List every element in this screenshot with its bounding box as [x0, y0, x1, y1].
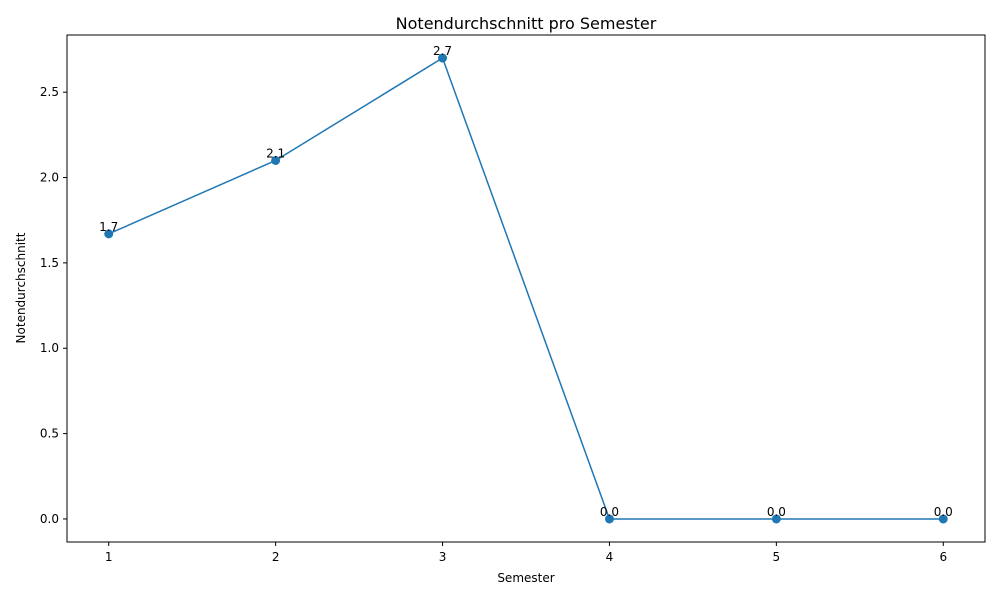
data-point: [104, 229, 114, 239]
y-axis: 0.0 0.5 1.0 1.5 2.0 2.5: [40, 85, 67, 526]
chart-title: Notendurchschnitt pro Semester: [396, 14, 657, 33]
data-point: [438, 53, 448, 63]
data-label: 1.7: [99, 220, 118, 234]
data-point: [271, 155, 281, 165]
data-label: 0.0: [767, 505, 786, 519]
x-tick-label: 4: [606, 550, 614, 564]
data-label: 0.0: [600, 505, 619, 519]
y-tick-label: 0.0: [40, 512, 59, 526]
y-tick-label: 2.5: [40, 85, 59, 99]
data-label: 2.1: [266, 146, 285, 160]
x-tick-label: 2: [272, 550, 280, 564]
x-axis-label: Semester: [497, 571, 554, 585]
data-point: [771, 514, 781, 524]
x-tick-label: 1: [105, 550, 113, 564]
y-tick-label: 0.5: [40, 427, 59, 441]
series-layer: 1.7 2.1 2.7 0.0 0.0 0.0: [99, 44, 953, 524]
y-tick-label: 1.5: [40, 256, 59, 270]
data-point: [604, 514, 614, 524]
y-tick-label: 1.0: [40, 341, 59, 355]
data-label: 0.0: [934, 505, 953, 519]
series-line: [108, 56, 944, 520]
y-axis-label: Notendurchschnitt: [14, 232, 28, 343]
y-tick-label: 2.0: [40, 171, 59, 185]
x-axis: 1 2 3 4 5 6: [105, 542, 947, 564]
x-tick-label: 3: [439, 550, 447, 564]
data-label: 2.7: [433, 44, 452, 58]
data-point: [938, 514, 948, 524]
x-tick-label: 5: [773, 550, 781, 564]
x-tick-label: 6: [939, 550, 947, 564]
